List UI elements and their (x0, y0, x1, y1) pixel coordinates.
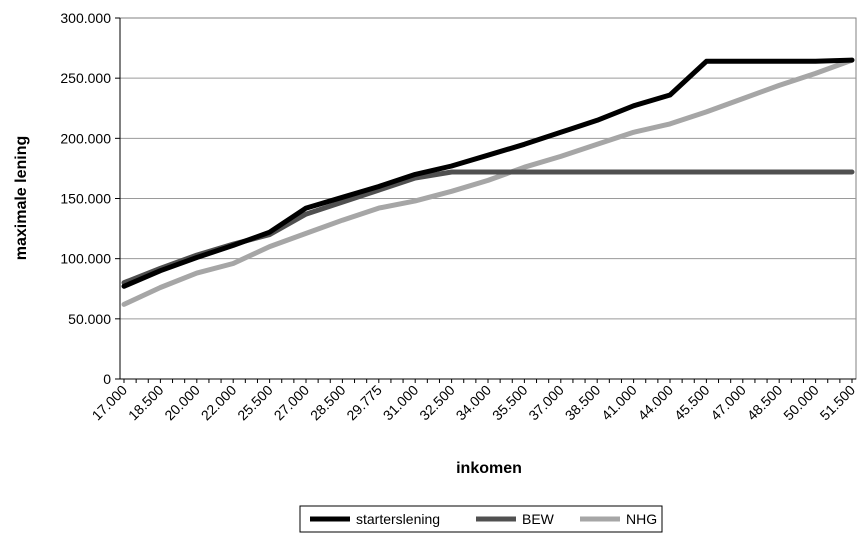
y-axis-title: maximale lening (13, 136, 30, 261)
x-tick-label: 20.000 (161, 382, 203, 424)
y-tick-label: 50.000 (68, 311, 111, 327)
x-tick-label: 50.000 (780, 382, 822, 424)
x-tick-label: 18.500 (125, 382, 167, 424)
legend-label: BEW (522, 511, 555, 527)
x-tick-label: 51.500 (817, 382, 859, 424)
series-line-starterslening (121, 57, 855, 289)
y-tick-label: 100.000 (60, 251, 111, 267)
x-tick-label: 34.000 (453, 382, 495, 424)
x-tick-label: 22.000 (198, 382, 240, 424)
x-tick-label: 37.000 (525, 382, 567, 424)
legend-label: NHG (626, 511, 657, 527)
y-tick-label: 150.000 (60, 191, 111, 207)
x-tick-label: 31.000 (380, 382, 422, 424)
series-line-nhg (121, 57, 855, 307)
y-tick-label: 250.000 (60, 70, 111, 86)
x-tick-label: 25.500 (234, 382, 276, 424)
y-tick-label: 0 (103, 371, 111, 387)
x-tick-label: 41.000 (598, 382, 640, 424)
y-tick-label: 200.000 (60, 130, 111, 146)
x-tick-label: 17.000 (89, 382, 131, 424)
x-tick-label: 48.500 (744, 382, 786, 424)
x-tick-label: 47.000 (707, 382, 749, 424)
x-tick-label: 32.500 (416, 382, 458, 424)
x-tick-label: 28.500 (307, 382, 349, 424)
x-tick-label: 45.500 (671, 382, 713, 424)
x-tick-label: 27.000 (271, 382, 313, 424)
y-tick-label: 300.000 (60, 10, 111, 26)
x-tick-label: 44.000 (635, 382, 677, 424)
x-axis-title: inkomen (456, 460, 522, 477)
y-axis: 0 50.000 100.000 150.000 200.000 250.000 300.0… (60, 10, 121, 387)
legend: starterslening BEW NHG (299, 505, 663, 533)
x-tick-label: 38.500 (562, 382, 604, 424)
x-tick-label: 29.775 (343, 382, 385, 424)
x-tick-label: 35.500 (489, 382, 531, 424)
legend-label: starterslening (356, 511, 440, 527)
series-lines (121, 57, 855, 307)
x-axis: 17.00018.50020.00022.00025.50027.00028.5… (89, 378, 859, 424)
